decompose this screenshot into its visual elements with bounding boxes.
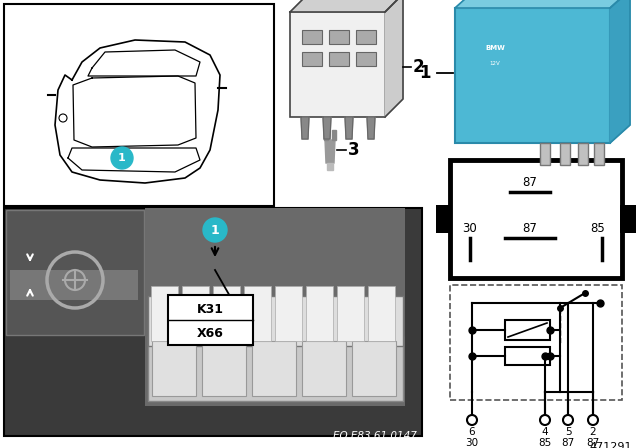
Bar [290, 12, 385, 117]
Bar [337, 286, 364, 341]
Bar [145, 208, 405, 406]
Bar [6, 210, 144, 335]
Bar [356, 30, 376, 44]
Bar [4, 4, 274, 206]
Polygon shape [324, 130, 328, 140]
Bar [275, 286, 302, 341]
Text: K31: K31 [197, 302, 224, 315]
Bar [455, 8, 610, 143]
Bar [4, 208, 422, 436]
Bar [368, 286, 395, 341]
Bar [329, 30, 349, 44]
Bar [505, 347, 550, 365]
Text: 87: 87 [523, 221, 538, 234]
Text: X66: X66 [197, 327, 224, 340]
Bar [578, 143, 588, 165]
Bar [302, 341, 346, 396]
Polygon shape [325, 140, 335, 163]
Polygon shape [290, 0, 403, 12]
Polygon shape [323, 117, 331, 139]
Text: 1: 1 [419, 64, 431, 82]
Bar [540, 143, 550, 165]
Text: EO E83 61 0147: EO E83 61 0147 [333, 431, 417, 441]
Text: 85: 85 [591, 221, 605, 234]
Bar [182, 286, 209, 341]
Text: 4: 4 [541, 427, 548, 437]
Polygon shape [332, 130, 336, 140]
Text: 471291: 471291 [589, 442, 632, 448]
Polygon shape [610, 0, 630, 143]
Circle shape [588, 415, 598, 425]
Bar [10, 270, 138, 300]
Polygon shape [327, 163, 333, 170]
Circle shape [111, 147, 133, 169]
Circle shape [203, 218, 227, 242]
Bar [560, 143, 570, 165]
Bar [148, 296, 403, 346]
Bar [148, 336, 403, 401]
Bar [302, 30, 322, 44]
Text: 2: 2 [413, 58, 424, 76]
Bar [436, 205, 452, 233]
Text: 87: 87 [561, 438, 575, 448]
Bar [302, 52, 322, 66]
Bar [450, 285, 622, 400]
Circle shape [540, 415, 550, 425]
Bar [244, 286, 271, 341]
Text: 85: 85 [538, 438, 552, 448]
Bar [213, 286, 240, 341]
Polygon shape [345, 117, 353, 139]
Bar [152, 341, 196, 396]
Bar [306, 286, 333, 341]
Text: 30: 30 [463, 221, 477, 234]
Polygon shape [385, 0, 403, 117]
Bar [151, 286, 178, 341]
Polygon shape [367, 117, 375, 139]
Bar [620, 205, 636, 233]
Text: 3: 3 [348, 141, 360, 159]
Bar [356, 52, 376, 66]
Circle shape [563, 415, 573, 425]
Bar [252, 341, 296, 396]
Text: 5: 5 [564, 427, 572, 437]
Bar [352, 341, 396, 396]
Text: 30: 30 [465, 438, 479, 448]
Bar [505, 320, 550, 340]
Text: 87: 87 [523, 176, 538, 189]
Bar [168, 295, 253, 345]
Circle shape [467, 415, 477, 425]
Text: 87: 87 [586, 438, 600, 448]
Polygon shape [455, 0, 630, 8]
Bar [202, 341, 246, 396]
Bar [329, 52, 349, 66]
Text: 6: 6 [468, 427, 476, 437]
Bar [594, 143, 604, 165]
Bar [450, 160, 622, 278]
Text: 1: 1 [211, 224, 220, 237]
Text: 2: 2 [589, 427, 596, 437]
Text: BMW: BMW [485, 45, 505, 51]
Polygon shape [301, 117, 309, 139]
Text: 1: 1 [118, 153, 126, 163]
Text: 12V: 12V [490, 60, 500, 65]
